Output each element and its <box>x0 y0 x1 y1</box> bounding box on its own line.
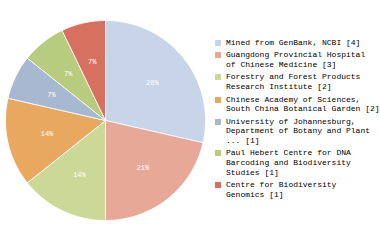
html-text:University of Johannesburg, De: University of Johannesburg, Department o… <box>226 116 370 145</box>
html-text:Guangdong Provincial Hospital: Guangdong Provincial Hospital of Chinese… <box>226 50 366 69</box>
html-text:Forestry and Forest Products R: Forestry and Forest Products Research In… <box>226 72 361 91</box>
html-text:Mined from GenBank, NCBI [4]: Mined from GenBank, NCBI [4] <box>226 37 361 47</box>
svg-text:7%: 7% <box>88 58 97 66</box>
svg-text:14%: 14% <box>73 171 86 179</box>
html-text:Paul Hebert Centre for DNA Bar: Paul Hebert Centre for DNA Barcoding and… <box>226 148 351 177</box>
svg-text:7%: 7% <box>47 91 56 99</box>
svg-text:28%: 28% <box>146 79 159 87</box>
svg-text:21%: 21% <box>137 164 150 172</box>
html-text:Centre for Biodiversity Genomi: Centre for Biodiversity Genomics [1] <box>226 180 337 199</box>
html-text:Chinese Academy of Sciences, S: Chinese Academy of Sciences, South China… <box>226 94 380 114</box>
svg-text:14%: 14% <box>41 130 54 138</box>
svg-text:7%: 7% <box>64 70 73 78</box>
